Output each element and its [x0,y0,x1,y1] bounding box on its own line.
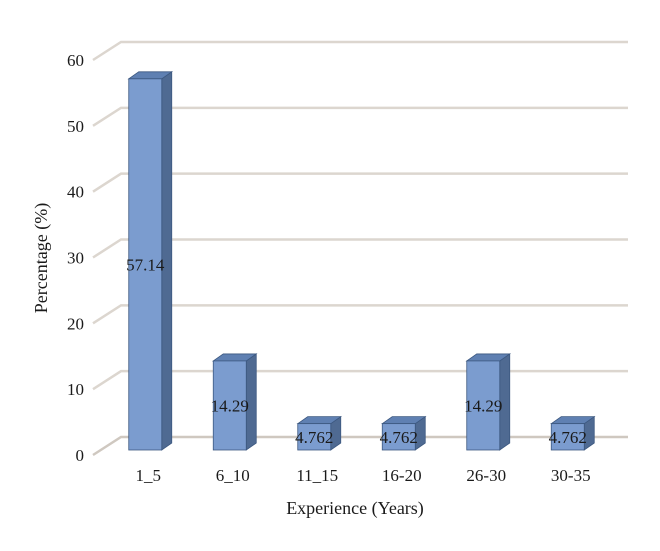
gridline [92,40,628,62]
x-tick-label: 26-30 [466,466,506,485]
bar [465,353,512,451]
x-axis-title: Experience (Years) [286,498,424,519]
data-label: 4.762 [549,428,587,447]
gridline [92,172,628,193]
bar-front [297,423,332,451]
x-tick-label: 6_10 [216,466,250,485]
bar [380,415,427,451]
y-axis-ticks: 0 10 20 30 40 50 60 [67,51,84,465]
data-label: 4.762 [295,428,333,447]
data-label: 4.762 [380,428,418,447]
gridline [92,106,628,127]
bar [127,71,174,451]
gridline [92,238,628,259]
data-label: 14.29 [211,396,249,415]
bar [549,415,596,451]
bar [296,415,343,451]
y-tick-label: 30 [67,249,84,268]
x-tick-label: 16-20 [382,466,422,485]
bar-front [466,360,501,451]
y-tick-label: 50 [67,117,84,136]
y-tick-label: 20 [67,314,84,333]
x-axis-ticks: 1_5 6_10 11_15 16-20 26-30 30-35 [136,466,591,485]
data-labels: 57.14 14.29 4.762 4.762 14.29 4.762 [126,255,587,446]
gridlines [92,40,628,457]
data-label: 57.14 [126,255,165,274]
bar-front [381,423,416,451]
gridline [92,435,628,457]
bars [127,71,596,451]
x-tick-label: 11_15 [296,466,338,485]
x-tick-label: 1_5 [136,466,162,485]
data-label: 14.29 [464,396,502,415]
bar-front [128,78,163,451]
x-tick-label: 30-35 [551,466,591,485]
gridline [92,369,628,391]
bar [211,353,258,451]
y-tick-label: 10 [67,380,84,399]
bar-front [550,423,585,451]
bar-front [212,360,247,451]
y-axis-title: Percentage (%) [31,203,52,313]
gridline [92,304,628,325]
y-tick-label: 60 [67,51,84,70]
y-tick-label: 40 [67,183,84,202]
y-tick-label: 0 [76,446,85,465]
